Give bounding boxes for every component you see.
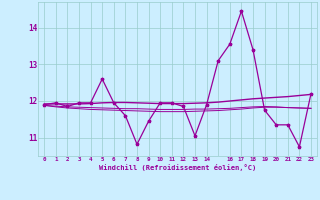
X-axis label: Windchill (Refroidissement éolien,°C): Windchill (Refroidissement éolien,°C) (99, 164, 256, 171)
